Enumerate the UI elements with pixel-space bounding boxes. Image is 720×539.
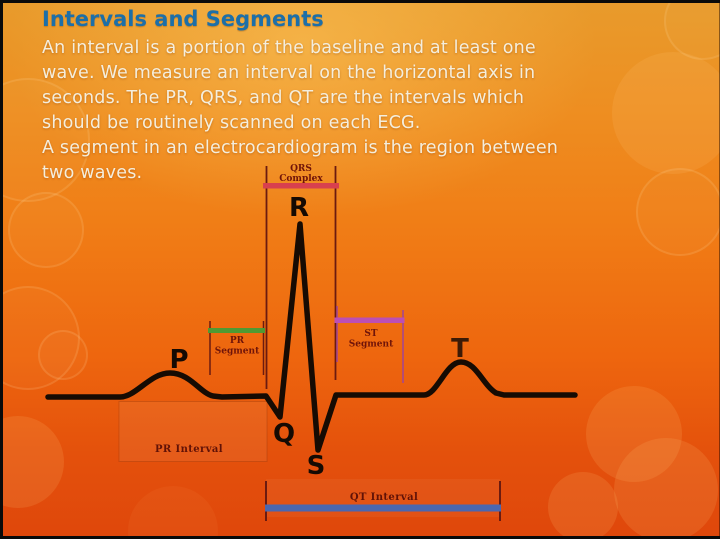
bokeh-circle: [548, 472, 618, 539]
pr-segment-label-line2: Segment: [215, 347, 260, 357]
qt-interval-bracket: QT Interval: [265, 481, 501, 521]
st-segment-label-line1: ST: [364, 329, 377, 339]
q-wave-label: Q: [273, 419, 295, 449]
body-line: An interval is a portion of the baseline…: [42, 38, 536, 58]
st-segment-bar: [334, 317, 405, 323]
bokeh-circle: [636, 168, 720, 256]
st-segment-bracket: ST Segment: [334, 306, 405, 383]
bokeh-circle: [586, 386, 682, 482]
pr-segment-bracket: PR Segment: [208, 321, 265, 375]
qrs-complex-label-line2: Complex: [279, 174, 323, 184]
ecg-trace: [45, 221, 578, 453]
st-segment-label-line2: Segment: [349, 340, 394, 350]
pr-segment-label-line1: PR: [230, 336, 245, 346]
t-wave-label: T: [451, 334, 469, 364]
bokeh-circle: [612, 52, 720, 174]
bokeh-circle: [614, 438, 718, 539]
body-line: wave. We measure an interval on the hori…: [42, 63, 536, 83]
slide-body: An interval is a portion of the baseline…: [42, 36, 558, 186]
qrs-complex-bar: [263, 183, 339, 189]
slide-title: Intervals and Segments: [42, 7, 324, 31]
pr-segment-bar: [208, 328, 265, 333]
pr-interval-box: [118, 401, 268, 462]
p-wave-label: P: [169, 345, 188, 375]
qt-interval-label: QT Interval: [350, 492, 418, 503]
frame-edge-left: [0, 0, 3, 539]
bokeh-circle: [38, 330, 88, 380]
s-wave-label: S: [307, 451, 326, 481]
qrs-complex-label-line1: QRS: [290, 164, 312, 174]
body-line: A segment in an electrocardiogram is the…: [42, 138, 559, 158]
frame-edge-top: [0, 0, 720, 3]
pr-interval-label: PR Interval: [155, 444, 223, 455]
body-line: seconds. The PR, QRS, and QT are the int…: [42, 88, 525, 108]
bokeh-circle: [8, 192, 84, 268]
body-line: two waves.: [42, 163, 143, 183]
frame-edge-bottom: [0, 536, 720, 539]
body-line: should be routinely scanned on each ECG.: [42, 113, 421, 133]
qt-interval-bar: [265, 504, 501, 512]
qrs-complex-bracket: QRS Complex: [263, 164, 339, 389]
r-wave-label: R: [289, 193, 309, 223]
